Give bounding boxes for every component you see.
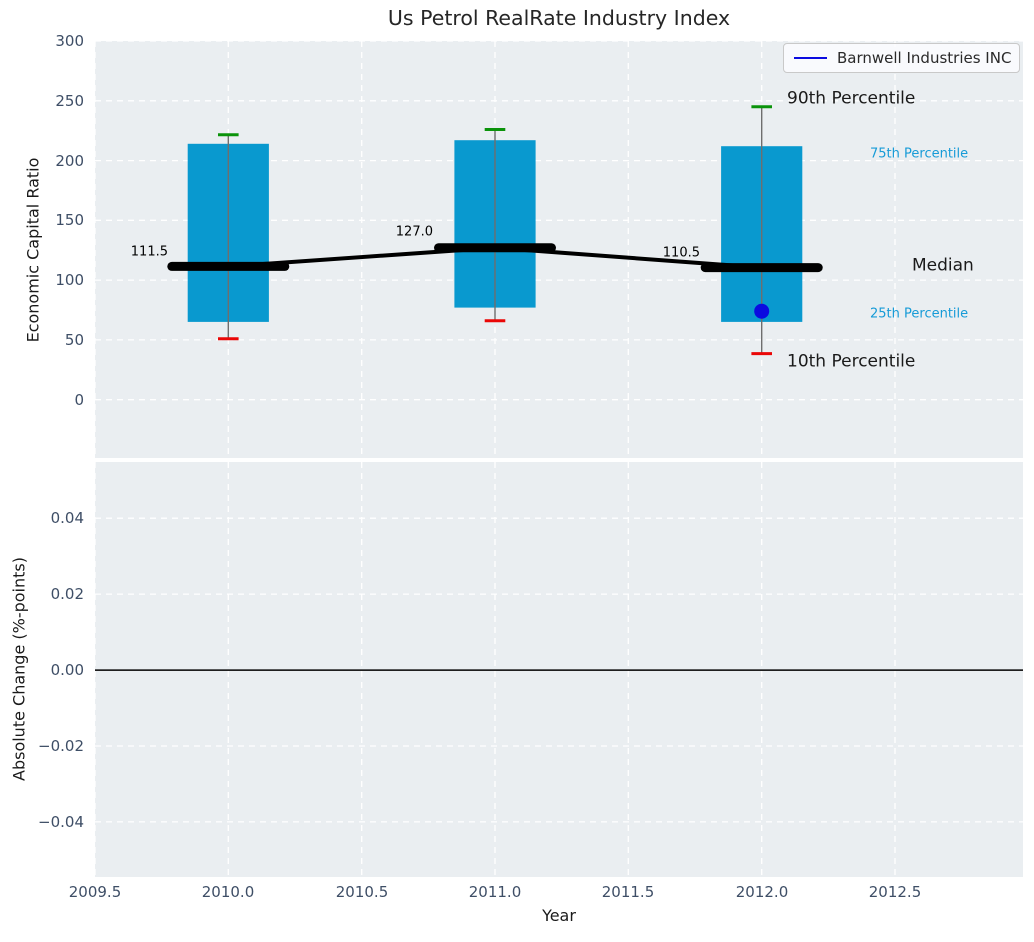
annotation-median-value-2010: 111.5 bbox=[130, 244, 168, 260]
y-tick-label: 0 bbox=[74, 391, 84, 409]
x-tick-label: 2009.5 bbox=[68, 883, 122, 901]
y-tick-label: 200 bbox=[55, 152, 84, 170]
top-plot-panel bbox=[95, 41, 1023, 458]
y-tick-label: −0.04 bbox=[38, 813, 84, 831]
y-tick-label: 0.02 bbox=[50, 585, 84, 603]
y-tick-label: 150 bbox=[55, 211, 84, 229]
chart-title: Us Petrol RealRate Industry Index bbox=[387, 6, 731, 30]
x-axis-label: Year bbox=[542, 906, 576, 925]
x-tick-label: 2011.0 bbox=[468, 883, 522, 901]
x-tick-label: 2011.5 bbox=[601, 883, 655, 901]
x-tick-label: 2010.5 bbox=[335, 883, 389, 901]
annotation-p10-label: 10th Percentile bbox=[787, 351, 916, 372]
top-plot-svg bbox=[95, 41, 1023, 458]
y-tick-label: 100 bbox=[55, 271, 84, 289]
legend-box: Barnwell Industries INC bbox=[783, 43, 1020, 73]
y-tick-label: 0.00 bbox=[50, 661, 84, 679]
x-tick-label: 2012.0 bbox=[735, 883, 789, 901]
y-tick-label: 50 bbox=[64, 331, 84, 349]
annotation-median-value-2011: 127.0 bbox=[395, 224, 433, 240]
y-tick-label: 250 bbox=[55, 92, 84, 110]
y-tick-label: 300 bbox=[55, 32, 84, 50]
annotation-median-label: Median bbox=[912, 255, 974, 276]
legend-label: Barnwell Industries INC bbox=[837, 49, 1012, 67]
annotation-p90-label: 90th Percentile bbox=[787, 88, 916, 109]
annotation-p75-label: 75th Percentile bbox=[870, 146, 969, 162]
legend-line-sample bbox=[794, 56, 827, 60]
bottom-plot-panel bbox=[95, 462, 1023, 877]
x-tick-label: 2012.5 bbox=[868, 883, 922, 901]
annotation-median-value-2012: 110.5 bbox=[662, 245, 700, 261]
x-tick-label: 2010.0 bbox=[201, 883, 255, 901]
annotation-p25-label: 25th Percentile bbox=[870, 306, 969, 322]
y-axis-label-top: Economic Capital Ratio bbox=[23, 157, 43, 343]
y-tick-label: 0.04 bbox=[50, 509, 84, 527]
y-tick-label: −0.02 bbox=[38, 737, 84, 755]
bottom-plot-svg bbox=[95, 462, 1023, 877]
company-point bbox=[754, 303, 770, 319]
